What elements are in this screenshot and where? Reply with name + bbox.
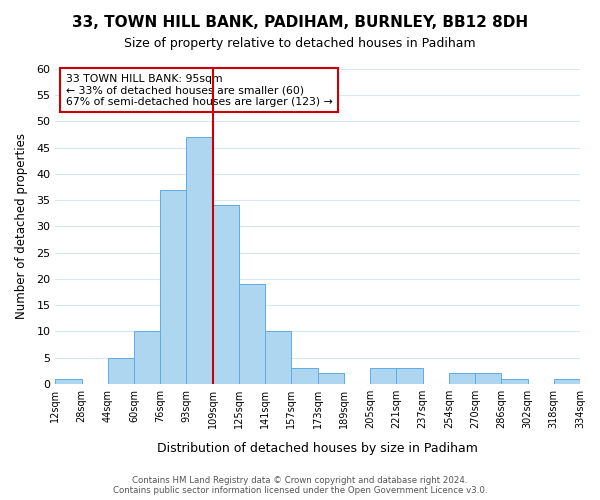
Bar [239, 284, 265, 384]
Text: Size of property relative to detached houses in Padiham: Size of property relative to detached ho… [124, 38, 476, 51]
Bar [55, 378, 82, 384]
Bar [108, 358, 134, 384]
Text: Contains HM Land Registry data © Crown copyright and database right 2024.
Contai: Contains HM Land Registry data © Crown c… [113, 476, 487, 495]
Y-axis label: Number of detached properties: Number of detached properties [15, 134, 28, 320]
Bar [475, 374, 501, 384]
Bar [213, 206, 239, 384]
Bar [317, 374, 344, 384]
Text: 33, TOWN HILL BANK, PADIHAM, BURNLEY, BB12 8DH: 33, TOWN HILL BANK, PADIHAM, BURNLEY, BB… [72, 15, 528, 30]
Bar [501, 378, 527, 384]
Bar [554, 378, 580, 384]
Bar [160, 190, 187, 384]
Bar [449, 374, 475, 384]
Bar [370, 368, 397, 384]
Bar [397, 368, 422, 384]
Bar [134, 332, 160, 384]
Bar [292, 368, 317, 384]
Bar [265, 332, 292, 384]
Text: 33 TOWN HILL BANK: 95sqm
← 33% of detached houses are smaller (60)
67% of semi-d: 33 TOWN HILL BANK: 95sqm ← 33% of detach… [66, 74, 332, 107]
X-axis label: Distribution of detached houses by size in Padiham: Distribution of detached houses by size … [157, 442, 478, 455]
Bar [187, 137, 213, 384]
